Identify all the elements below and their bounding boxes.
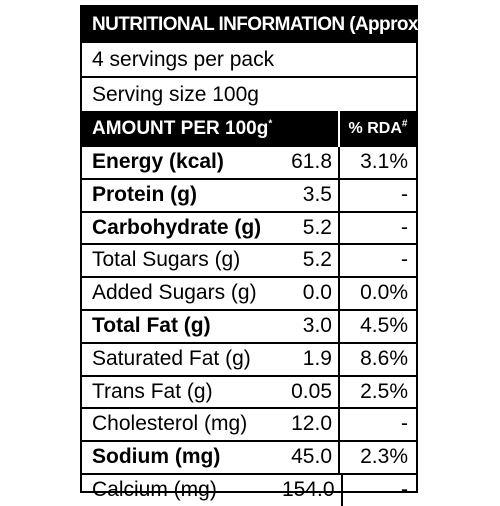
rda-label: % RDA (348, 120, 402, 137)
nutrient-name: Sodium (mg) (92, 445, 221, 469)
nutrient-name: Total Sugars (g) (92, 248, 241, 272)
amount-per-label: AMOUNT PER 100g (92, 118, 269, 139)
nutrient-name: Trans Fat (g) (92, 379, 213, 403)
nutrient-name: Added Sugars (g) (92, 281, 257, 305)
table-header: AMOUNT PER 100g* % RDA# (82, 111, 416, 147)
nutrient-amount: 61.8 (282, 147, 340, 178)
nutrition-label: NUTRITIONAL INFORMATION (Approx) 4 servi… (80, 5, 424, 506)
nutrient-row-total-sugars: Total Sugars (g) 5.2 - (82, 245, 416, 279)
nutrient-amount: 3.0 (282, 310, 340, 342)
nutrient-name: Carbohydrate (g) (92, 215, 262, 239)
nutrient-amount: 0.0 (282, 278, 340, 309)
nutrient-row-cholesterol: Cholesterol (mg) 12.0 - (82, 409, 416, 443)
nutrient-row-sodium: Sodium (mg) 45.0 2.3% (82, 442, 416, 475)
nutrient-rda: 2.3% (360, 445, 408, 469)
nutrient-amount: 5.2 (282, 245, 340, 277)
nutrient-amount: 12.0 (282, 409, 340, 441)
nutrient-name: Energy (kcal) (92, 150, 224, 173)
nutrient-amount: 3.5 (282, 179, 340, 211)
nutrient-rda: - (401, 477, 408, 501)
nutrient-rda: 8.6% (360, 346, 408, 370)
nutrient-row-calcium: Calcium (mg) 154.0 - (82, 474, 416, 506)
nutrient-amount: 0.05 (282, 376, 340, 408)
nutrient-row-energy: Energy (kcal) 61.8 3.1% (82, 147, 416, 180)
nutrient-row-protein: Protein (g) 3.5 - (82, 179, 416, 213)
rda-header: % RDA# (340, 111, 416, 147)
nutrient-amount: 154.0 (282, 474, 343, 506)
nutrient-name: Saturated Fat (g) (92, 346, 251, 370)
nutrient-rda: 4.5% (360, 313, 408, 337)
nutrient-rda: - (401, 248, 408, 272)
nutrient-row-added-sugars: Added Sugars (g) 0.0 0.0% (82, 278, 416, 311)
nutrient-rda: - (401, 215, 408, 239)
nutrient-row-trans-fat: Trans Fat (g) 0.05 2.5% (82, 376, 416, 410)
nutrient-amount: 45.0 (282, 442, 340, 473)
nutrient-rda: 0.0% (360, 281, 408, 305)
nutrient-row-saturated-fat: Saturated Fat (g) 1.9 8.6% (82, 343, 416, 377)
nutrient-rda: 3.1% (360, 150, 408, 173)
nutrient-row-carbohydrate: Carbohydrate (g) 5.2 - (82, 212, 416, 246)
nutrient-name: Total Fat (g) (92, 313, 211, 337)
nutrient-rda: 2.5% (360, 379, 408, 403)
rda-footnote-mark: # (401, 118, 408, 130)
nutrient-amount: 1.9 (282, 343, 340, 375)
nutrient-amount: 5.2 (282, 212, 340, 244)
label-title: NUTRITIONAL INFORMATION (Approx) (82, 7, 424, 43)
amount-per-header: AMOUNT PER 100g* (82, 111, 340, 147)
nutrient-row-total-fat: Total Fat (g) 3.0 4.5% (82, 310, 416, 344)
nutrient-name: Calcium (mg) (92, 477, 217, 501)
nutrient-rda: - (401, 412, 408, 436)
servings-per-pack: 4 servings per pack (82, 43, 416, 78)
serving-size: Serving size 100g (92, 83, 259, 106)
nutrient-name: Protein (g) (92, 182, 197, 206)
amount-per-footnote-mark: * (268, 118, 273, 130)
nutrient-rda: - (401, 182, 408, 206)
nutrient-name: Cholesterol (mg) (92, 412, 248, 436)
